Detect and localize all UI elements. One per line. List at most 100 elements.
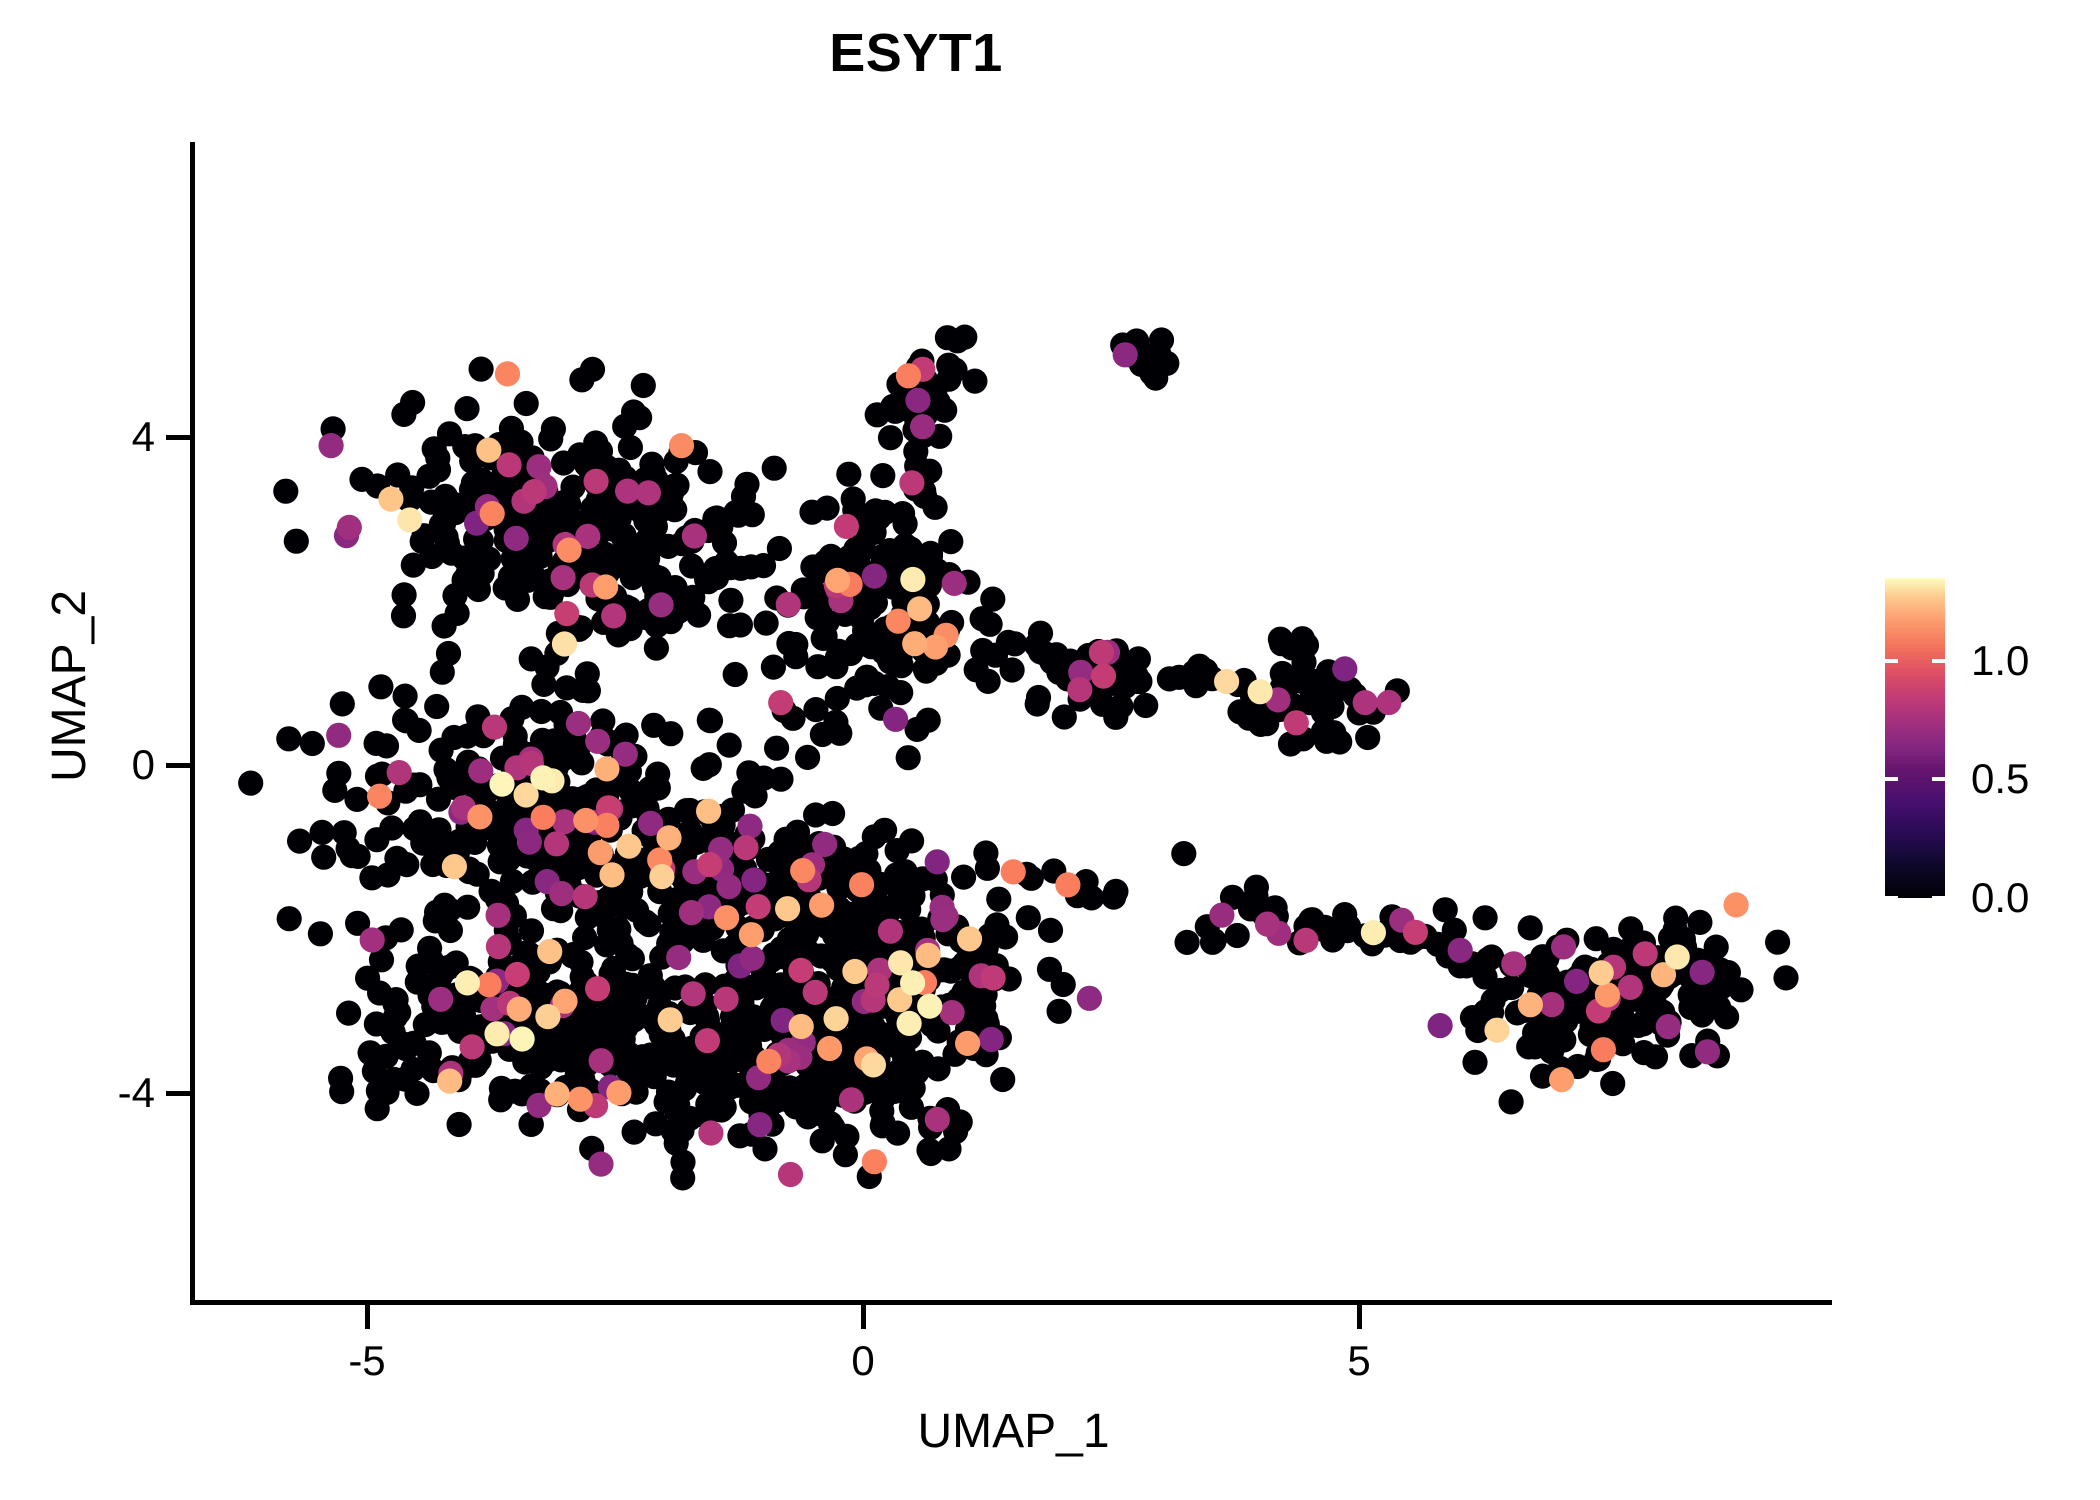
scatter-point xyxy=(853,841,879,867)
scatter-point xyxy=(509,1026,535,1052)
x-tick-label: 5 xyxy=(1347,1337,1371,1384)
scatter-point xyxy=(509,694,535,721)
scatter-point xyxy=(847,1011,873,1037)
scatter-point xyxy=(425,786,452,812)
scatter-point xyxy=(870,463,896,489)
scatter-point xyxy=(392,1066,418,1092)
scatter-point xyxy=(365,1078,391,1104)
scatter-point xyxy=(1360,920,1386,946)
scatter-point xyxy=(826,868,852,894)
scatter-point xyxy=(504,961,530,988)
scatter-point xyxy=(657,1007,683,1033)
scatter-point xyxy=(1617,974,1643,1001)
scatter-point xyxy=(978,1026,1004,1053)
scatter-point xyxy=(583,777,609,803)
scatter-point xyxy=(788,1013,814,1040)
scatter-point xyxy=(1076,985,1102,1011)
scatter-point xyxy=(899,470,925,496)
x-tick-mark xyxy=(861,1305,866,1329)
scatter-point xyxy=(1024,691,1050,717)
scatter-point xyxy=(549,881,575,907)
scatter-point xyxy=(739,502,765,528)
scatter-point xyxy=(504,586,531,612)
scatter-point xyxy=(917,993,943,1019)
scatter-point xyxy=(1156,666,1182,692)
scatter-point xyxy=(489,771,515,797)
scatter-point xyxy=(421,436,447,462)
scatter-point xyxy=(847,898,873,924)
scatter-point xyxy=(407,809,433,835)
scatter-point xyxy=(741,867,767,893)
scatter-point xyxy=(825,567,851,593)
scatter-point xyxy=(567,1086,593,1112)
scatter-point xyxy=(283,528,309,554)
scatter-point xyxy=(1112,342,1138,368)
scatter-point xyxy=(528,698,554,725)
scatter-point xyxy=(541,728,567,754)
scatter-point xyxy=(364,763,391,789)
scatter-point xyxy=(503,525,529,551)
scatter-point xyxy=(697,852,723,878)
scatter-point xyxy=(454,970,480,996)
scatter-point xyxy=(696,1100,722,1126)
scatter-point xyxy=(528,533,554,560)
colorbar-tick-label: 0.0 xyxy=(1971,874,2030,921)
scatter-point xyxy=(416,1040,442,1066)
scatter-point xyxy=(606,457,632,483)
scatter-point xyxy=(1302,688,1328,714)
scatter-point xyxy=(864,402,890,428)
scatter-point xyxy=(656,825,682,851)
scatter-point xyxy=(406,717,432,744)
scatter-point xyxy=(1594,982,1620,1008)
scatter-point xyxy=(824,645,850,671)
scatter-point xyxy=(990,1066,1016,1093)
scatter-point xyxy=(722,661,748,688)
scatter-point xyxy=(339,843,365,869)
scatter-point xyxy=(1484,1017,1510,1043)
scatter-point xyxy=(518,918,545,944)
scatter-point xyxy=(716,732,742,758)
scatter-point xyxy=(711,530,738,556)
scatter-point xyxy=(521,479,547,505)
scatter-point xyxy=(627,543,653,569)
scatter-point xyxy=(766,535,793,562)
scatter-point xyxy=(1402,919,1428,945)
scatter-point xyxy=(1235,698,1261,724)
x-tick-mark xyxy=(365,1305,370,1329)
scatter-point xyxy=(1588,960,1614,986)
scatter-point xyxy=(1773,965,1799,991)
scatter-point xyxy=(916,1137,942,1163)
scatter-point xyxy=(902,631,928,657)
scatter-point xyxy=(915,707,941,733)
scatter-point xyxy=(380,1019,406,1045)
scatter-point xyxy=(585,487,611,513)
scatter-point xyxy=(843,536,869,562)
scatter-point xyxy=(565,842,591,869)
scatter-point xyxy=(938,529,964,555)
scatter-point xyxy=(694,1028,720,1054)
scatter-point xyxy=(518,1111,544,1137)
scatter-point xyxy=(441,854,467,880)
scatter-point xyxy=(587,840,613,866)
scatter-point xyxy=(995,629,1022,655)
scatter-point xyxy=(585,728,611,754)
scatter-point xyxy=(469,467,495,493)
scatter-point xyxy=(956,926,983,952)
scatter-point xyxy=(895,363,922,389)
scatter-point xyxy=(479,501,505,527)
scatter-point xyxy=(637,1042,663,1068)
scatter-point xyxy=(792,577,818,603)
scatter-point xyxy=(496,452,522,478)
scatter-point xyxy=(752,1136,778,1162)
scatter-point xyxy=(833,513,860,539)
scatter-point xyxy=(1516,1034,1542,1060)
scatter-point xyxy=(898,1094,925,1120)
scatter-point xyxy=(499,868,525,895)
scatter-point xyxy=(936,1136,962,1162)
scatter-point xyxy=(575,523,601,549)
scatter-point xyxy=(1123,662,1149,689)
scatter-point xyxy=(643,635,669,661)
scatter-point xyxy=(1183,673,1209,699)
scatter-point xyxy=(881,1078,908,1104)
scatter-point xyxy=(903,438,929,464)
